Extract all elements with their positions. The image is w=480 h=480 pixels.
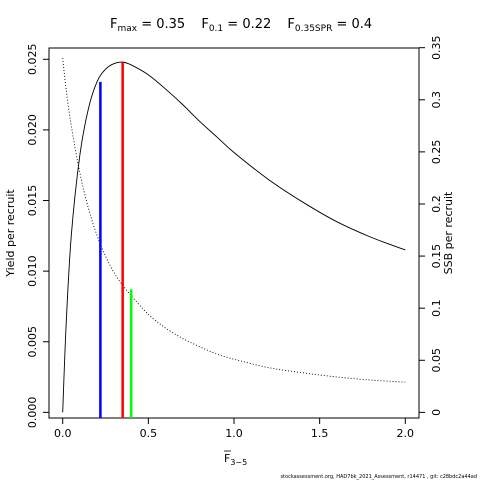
reference-lines-layer <box>99 62 133 418</box>
y-right-tick-label: 0.25 <box>430 140 443 165</box>
y-left-tick-label: 0.010 <box>26 255 39 287</box>
y-right-tick-label: 0.35 <box>430 35 443 60</box>
title-fspr-label: F <box>287 17 294 32</box>
y-right-tick-label: 0.15 <box>430 244 443 269</box>
y-right-axis-label: SSB per recruit <box>442 191 455 274</box>
x-axis-label-main: F <box>224 452 230 465</box>
x-tick-label: 1.0 <box>225 427 243 440</box>
x-tick-label: 0.5 <box>140 427 158 440</box>
title-fspr-sub: 0.35SPR <box>295 24 332 34</box>
chart-title: Fmax = 0.35 F0.1 = 0.22 F0.35SPR = 0.4 <box>110 17 372 34</box>
title-fmax-value: = 0.35 <box>137 17 185 32</box>
y-left-tick-label: 0.000 <box>26 397 39 429</box>
title-f01-value: = 0.22 <box>223 17 271 32</box>
x-tick-label: 2.0 <box>397 427 415 440</box>
x-tick-label: 1.5 <box>311 427 329 440</box>
y-right-tick-label: 0.3 <box>430 91 443 109</box>
ticks-layer: 0.0 0.5 1.0 1.5 2.0 0.000 0.005 0.010 0.015 0.020… <box>26 35 443 440</box>
x-axis-label: F3−5 <box>224 452 247 467</box>
y-left-tick-label: 0.015 <box>26 185 39 217</box>
y-left-axis-label: Yield per recruit <box>4 189 17 278</box>
title-fspr-value: = 0.4 <box>332 17 372 32</box>
y-right-tick-label: 0.1 <box>430 299 443 317</box>
y-left-tick-label: 0.025 <box>26 44 39 76</box>
plot-frame <box>48 47 420 419</box>
y-right-tick-label: 0 <box>430 409 443 416</box>
y-left-tick-label: 0.005 <box>26 326 39 358</box>
title-f01-sub: 0.1 <box>209 24 223 34</box>
x-tick-label: 0.0 <box>54 427 72 440</box>
title-f01-label: F <box>201 17 208 32</box>
y-right-tick-label: 0.2 <box>430 195 443 213</box>
y-left-tick-label: 0.020 <box>26 114 39 146</box>
yield-per-recruit-line <box>62 61 406 413</box>
title-fmax-label: F <box>110 17 117 32</box>
footer-credit: stockassessment.org, HAD7bk_2021_Assessm… <box>280 474 477 480</box>
ssb-per-recruit-line <box>62 58 406 383</box>
y-right-tick-label: 0.05 <box>430 348 443 373</box>
x-axis-label-sub: 3−5 <box>230 458 247 467</box>
title-fmax-sub: max <box>117 24 137 34</box>
series-layer <box>62 58 406 413</box>
